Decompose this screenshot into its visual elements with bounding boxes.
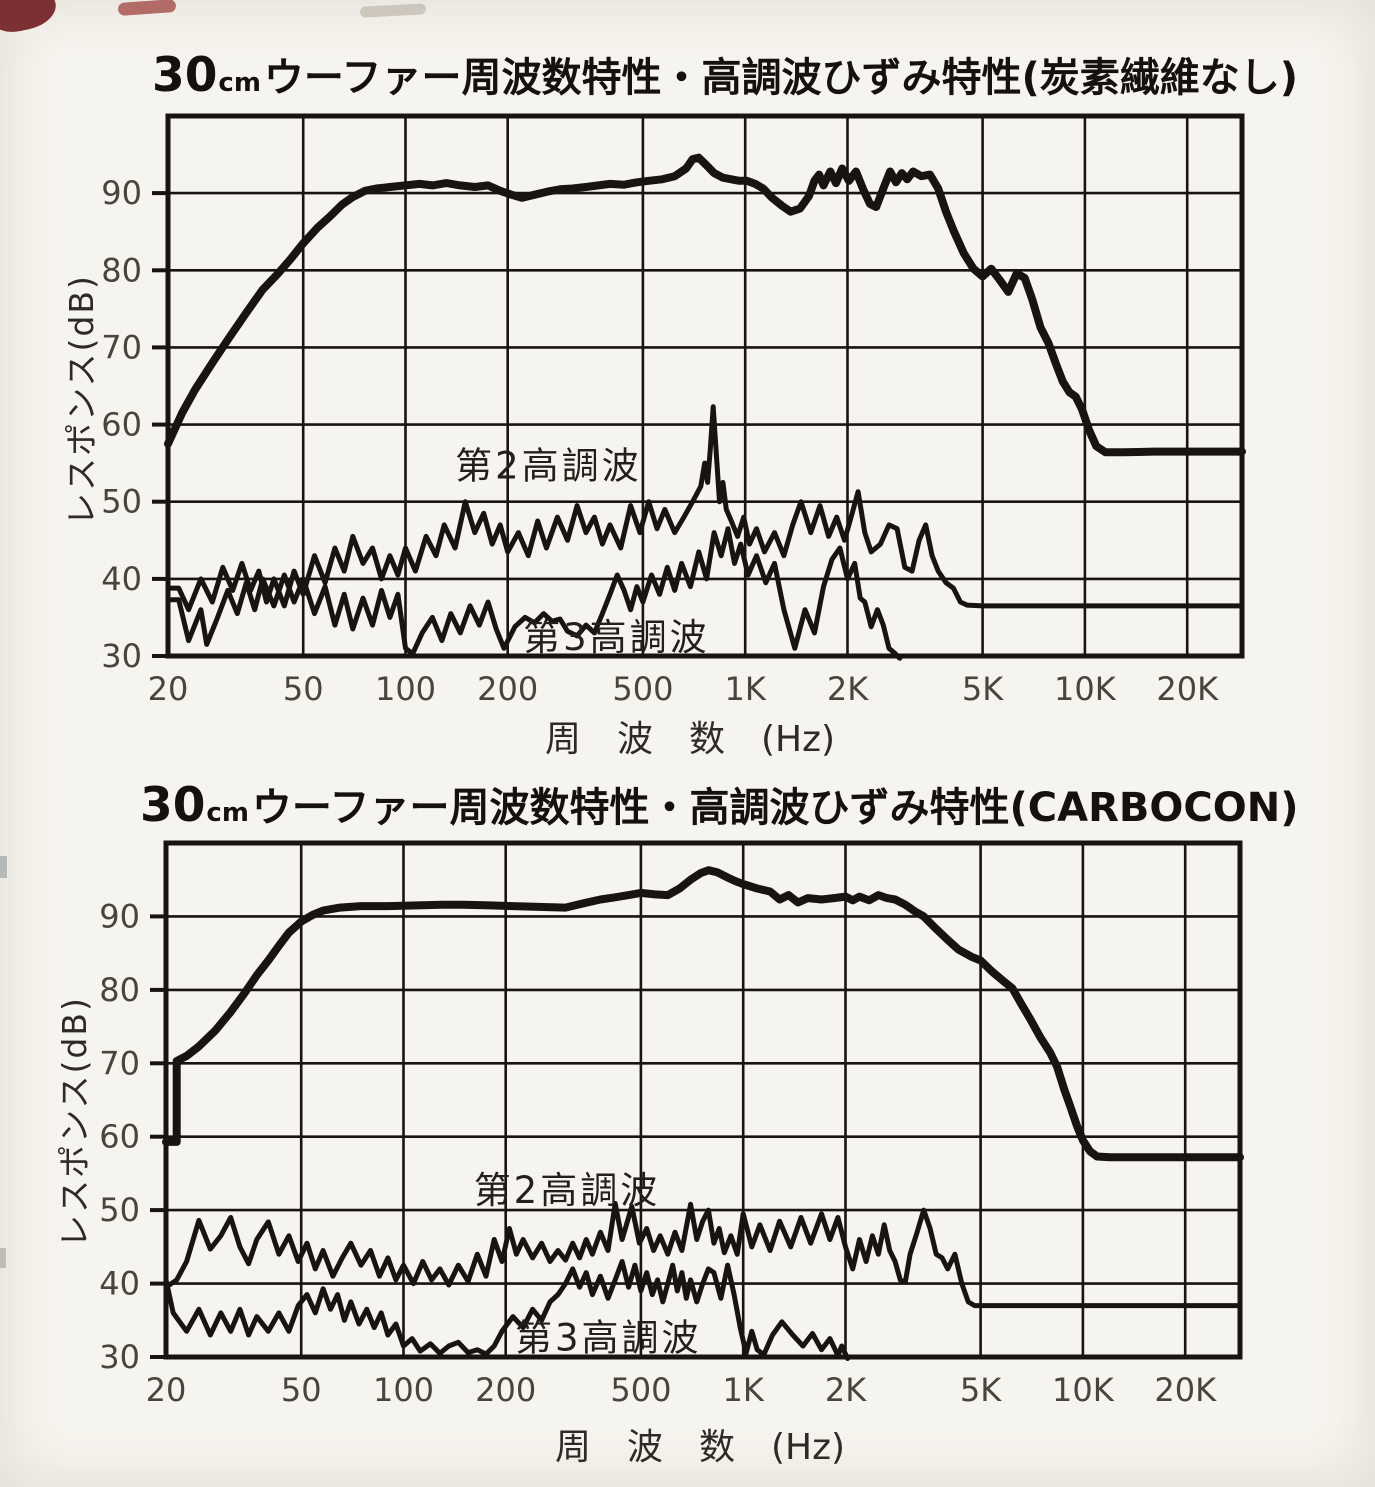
x-tick-label: 20 <box>148 670 189 708</box>
title-text: ウーファー周波数特性・高調波ひずみ特性(CARBOCON) <box>251 785 1299 831</box>
frequency-response-curve <box>164 153 1246 457</box>
y-tick-label: 80 <box>101 251 142 289</box>
third-harmonic-curve <box>163 1259 851 1361</box>
x-tick-label: 200 <box>475 1371 536 1409</box>
y-tick-label: 60 <box>99 1118 140 1156</box>
x-tick-label: 500 <box>612 670 673 708</box>
x-tick-label: 50 <box>283 670 324 708</box>
chart-top-title: 30cmウーファー周波数特性・高調波ひずみ特性(炭素繊維なし) <box>152 48 1299 103</box>
chart-bottom: 20 50 100 200 500 1K 2K 5K 10K 20K 30 40 50 60 70 80 90 第… <box>99 840 1244 1409</box>
y-tick-label: 70 <box>101 328 142 366</box>
scan-edge-mark <box>0 1248 6 1268</box>
x-tick-label: 10K <box>1054 670 1117 708</box>
x-tick-label: 100 <box>375 670 436 708</box>
chart-top: 20 50 100 200 500 1K 2K 5K 10K 20K 30 40 50 60 70 80 90 第… <box>101 113 1246 708</box>
plot-frame <box>163 840 1243 1360</box>
harmonic-label: 第3高調波 <box>515 1316 702 1359</box>
x-tick-label: 20K <box>1154 1371 1217 1409</box>
title-number: 30 <box>152 48 218 103</box>
harmonic-label: 第3高調波 <box>523 616 710 659</box>
x-tick-label: 200 <box>477 670 538 708</box>
harmonic-label: 第2高調波 <box>455 445 642 488</box>
title-text: ウーファー周波数特性・高調波ひずみ特性(炭素繊維なし) <box>263 55 1299 101</box>
y-tick-label: 90 <box>99 897 140 935</box>
second-harmonic-curve <box>163 1201 1243 1309</box>
x-tick-label: 500 <box>610 1371 671 1409</box>
y-tick-label: 90 <box>101 174 142 212</box>
y-tick-label: 40 <box>99 1265 140 1303</box>
x-tick-label: 2K <box>827 670 869 708</box>
y-tick-label: 50 <box>101 483 142 521</box>
x-axis-title-bottom: 周 波 数 (Hz) <box>554 1427 846 1468</box>
frequency-response-curve <box>162 866 1244 1162</box>
x-tick-label: 2K <box>825 1371 867 1409</box>
chart-bottom-title: 30cmウーファー周波数特性・高調波ひずみ特性(CARBOCON) <box>140 778 1299 833</box>
y-tick-label: 30 <box>101 637 142 675</box>
y-tick-label: 80 <box>99 971 140 1009</box>
x-tick-label: 100 <box>373 1371 434 1409</box>
scan-edge-mark <box>0 856 7 878</box>
y-axis-title-bottom: レスポンス(dB) <box>55 996 94 1248</box>
y-tick-label: 60 <box>101 406 142 444</box>
second-harmonic-curve <box>165 404 1245 613</box>
y-tick-label: 50 <box>99 1191 140 1229</box>
x-tick-label: 1K <box>725 670 767 708</box>
y-tick-label: 70 <box>99 1044 140 1082</box>
x-tick-label: 1K <box>723 1371 765 1409</box>
x-tick-label: 20K <box>1156 670 1219 708</box>
y-tick-label: 40 <box>101 560 142 598</box>
third-harmonic-curve <box>165 526 903 661</box>
title-unit: cm <box>206 798 249 828</box>
title-unit: cm <box>218 68 261 98</box>
x-tick-label: 10K <box>1052 1371 1115 1409</box>
x-tick-label: 50 <box>281 1371 322 1409</box>
y-axis-title-top: レスポンス(dB) <box>62 274 101 526</box>
harmonic-label: 第2高調波 <box>474 1169 661 1212</box>
plot-frame <box>165 113 1245 659</box>
x-tick-label: 5K <box>962 670 1004 708</box>
x-tick-label: 5K <box>960 1371 1002 1409</box>
x-tick-label: 20 <box>146 1371 187 1409</box>
x-axis-title-top: 周 波 数 (Hz) <box>544 719 836 760</box>
y-tick-label: 30 <box>99 1338 140 1376</box>
title-number: 30 <box>140 778 206 833</box>
